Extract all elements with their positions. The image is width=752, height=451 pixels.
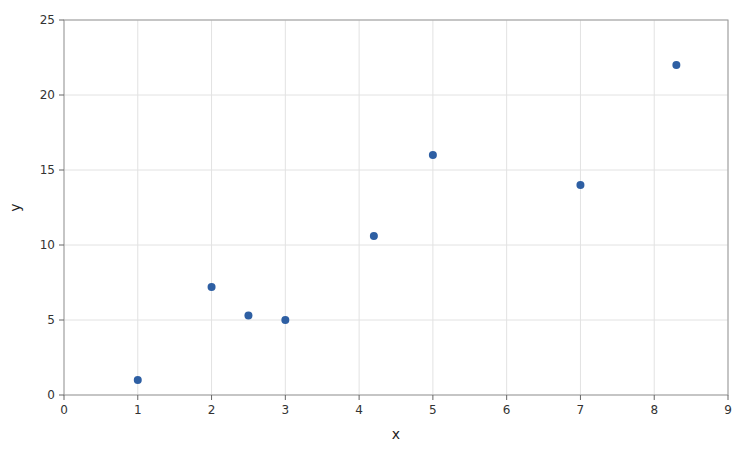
- scatter-point: [208, 283, 216, 291]
- y-tick-label: 5: [47, 313, 55, 327]
- axes: 0 1 2 3 4 5 6 7 8 9 0 5 10 15 20 25: [40, 13, 732, 417]
- chart-svg: 0 1 2 3 4 5 6 7 8 9 0 5 10 15 20 25 x y: [0, 0, 752, 451]
- scatter-point: [576, 181, 584, 189]
- x-tick: [580, 395, 581, 400]
- x-grid-line: [432, 20, 433, 395]
- y-tick-label: 25: [40, 13, 55, 27]
- y-grid-line: [64, 95, 728, 96]
- x-grid-line: [285, 20, 286, 395]
- scatter-point: [672, 61, 680, 69]
- x-tick-label: 0: [60, 403, 68, 417]
- x-tick-label: 1: [134, 403, 142, 417]
- x-tick-label: 5: [429, 403, 437, 417]
- y-tick: [59, 20, 64, 21]
- y-tick-label: 10: [40, 238, 55, 252]
- x-grid-line: [654, 20, 655, 395]
- grid: [64, 20, 728, 395]
- x-tick: [285, 395, 286, 400]
- y-tick-label: 15: [40, 163, 55, 177]
- x-tick-label: 7: [577, 403, 585, 417]
- x-grid-line: [137, 20, 138, 395]
- chart-container: 0 1 2 3 4 5 6 7 8 9 0 5 10 15 20 25 x y: [0, 0, 752, 451]
- y-tick-label: 20: [40, 88, 55, 102]
- y-tick: [59, 170, 64, 171]
- x-tick: [211, 395, 212, 400]
- y-tick: [59, 395, 64, 396]
- y-tick: [59, 245, 64, 246]
- x-tick: [64, 395, 65, 400]
- x-grid-line: [506, 20, 507, 395]
- x-tick: [506, 395, 507, 400]
- scatter-point: [429, 151, 437, 159]
- scatter-point: [370, 232, 378, 240]
- x-tick: [654, 395, 655, 400]
- plot-frame: [64, 20, 728, 395]
- scatter-point: [244, 312, 252, 320]
- y-grid-line: [64, 320, 728, 321]
- scatter-point: [134, 376, 142, 384]
- x-tick-label: 9: [724, 403, 732, 417]
- x-tick-label: 6: [503, 403, 511, 417]
- y-tick: [59, 320, 64, 321]
- y-axis-label: y: [7, 203, 23, 211]
- x-tick-label: 2: [208, 403, 216, 417]
- x-grid-line: [359, 20, 360, 395]
- y-grid-line: [64, 245, 728, 246]
- x-grid-line: [580, 20, 581, 395]
- x-tick-label: 3: [282, 403, 290, 417]
- x-tick: [359, 395, 360, 400]
- x-tick: [432, 395, 433, 400]
- x-tick: [728, 395, 729, 400]
- points: [134, 61, 681, 384]
- x-axis-label: x: [392, 426, 400, 442]
- x-tick-label: 4: [355, 403, 363, 417]
- y-tick-label: 0: [47, 388, 55, 402]
- x-tick-label: 8: [650, 403, 658, 417]
- scatter-point: [281, 316, 289, 324]
- y-grid-line: [64, 170, 728, 171]
- x-tick: [137, 395, 138, 400]
- y-tick: [59, 95, 64, 96]
- x-grid-line: [211, 20, 212, 395]
